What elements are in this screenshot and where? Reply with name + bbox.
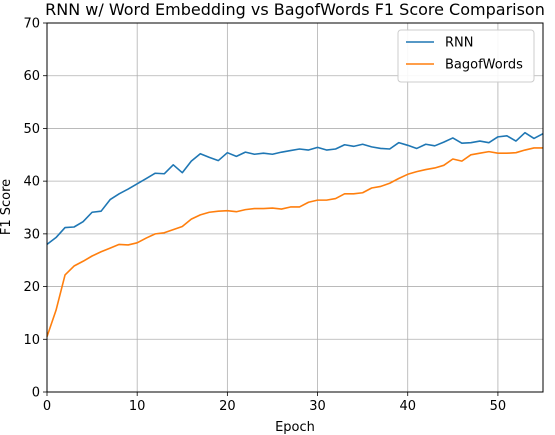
y-tick-label: 20 [23,280,40,295]
y-tick-label: 30 [23,227,40,242]
axis-ticks: 0 10 20 30 40 50 0 10 20 30 40 50 60 70 [23,17,506,415]
series-line-bagofwords [46,147,543,337]
y-tick-label: 70 [23,17,40,32]
y-tick-label: 0 [32,386,40,401]
chart-title: RNN w/ Word Embedding vs BagofWords F1 S… [45,0,545,19]
x-axis-label: Epoch [275,420,315,435]
y-tick-label: 40 [23,175,40,190]
x-tick-label: 50 [490,399,507,414]
plot-frame [46,22,544,393]
legend-label-bagofwords: BagofWords [445,58,523,73]
legend-label-rnn: RNN [445,36,473,51]
series-line-rnn [46,131,544,246]
x-tick-label: 40 [399,399,416,414]
legend-box [397,29,535,83]
legend: RNN BagofWords [397,29,535,83]
series-lines [46,131,544,337]
x-tick-label: 20 [219,399,236,414]
x-tick-label: 0 [43,399,51,414]
y-tick-label: 50 [23,122,40,137]
y-axis-label: F1 Score [0,179,14,235]
y-tick-label: 10 [23,333,40,348]
x-tick-label: 10 [129,399,146,414]
x-tick-label: 30 [309,399,326,414]
y-tick-label: 60 [23,69,40,84]
